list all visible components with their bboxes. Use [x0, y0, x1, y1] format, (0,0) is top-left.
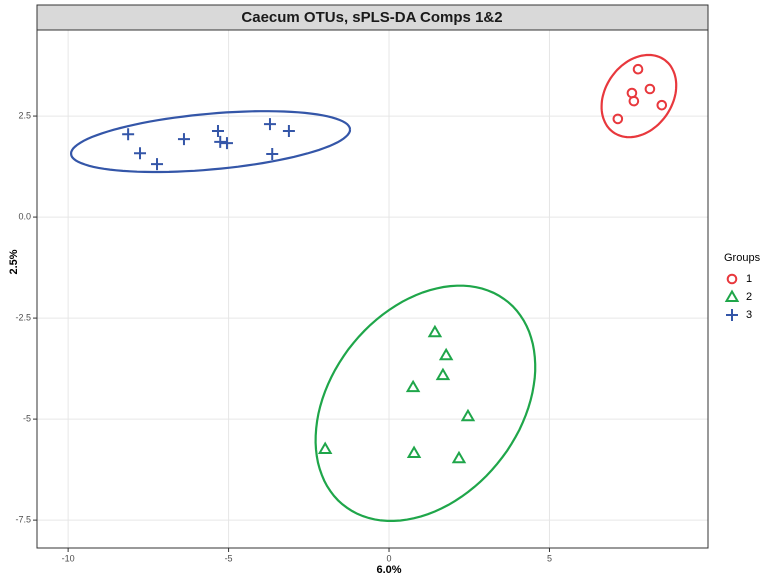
point — [612, 113, 624, 125]
title-strip — [36, 4, 709, 31]
point — [438, 347, 454, 361]
legend-title: Groups — [724, 252, 761, 264]
y-tick-label: 2.5 — [18, 110, 31, 120]
point — [628, 95, 640, 107]
legend-symbol — [726, 273, 738, 285]
y-tick-label: -7.5 — [15, 514, 31, 524]
y-axis-label: 2.5% — [8, 249, 20, 274]
point — [177, 133, 190, 146]
point — [134, 147, 147, 160]
point — [266, 148, 279, 161]
point — [460, 408, 476, 422]
y-tick-label: -2.5 — [15, 312, 31, 322]
point — [317, 441, 333, 455]
point — [151, 158, 164, 171]
point — [263, 118, 276, 131]
point — [220, 137, 233, 150]
panel-border — [36, 29, 709, 549]
point — [122, 128, 135, 141]
point — [435, 367, 451, 381]
legend-symbol — [726, 309, 738, 321]
legend-label: 1 — [746, 273, 752, 285]
legend-symbol — [724, 289, 740, 302]
chart-title: Caecum OTUs, sPLS-DA Comps 1&2 — [241, 9, 502, 26]
point — [451, 450, 467, 464]
confidence-ellipse — [69, 110, 352, 174]
x-axis-label: 6.0% — [376, 564, 401, 576]
point — [656, 99, 668, 111]
point — [644, 83, 656, 95]
y-tick-label: 0.0 — [18, 211, 31, 221]
x-tick-label: -5 — [225, 553, 233, 563]
x-tick-label: 0 — [387, 553, 392, 563]
confidence-ellipse — [314, 284, 537, 522]
point — [632, 63, 644, 75]
y-tick-label: -5 — [23, 413, 31, 423]
point — [406, 445, 422, 459]
legend-label: 2 — [746, 291, 752, 303]
legend-label: 3 — [746, 309, 752, 321]
point — [211, 125, 224, 138]
point — [282, 125, 295, 138]
x-tick-label: -10 — [62, 553, 75, 563]
point — [427, 324, 443, 338]
confidence-ellipse — [600, 53, 678, 139]
plot-panel — [37, 30, 708, 548]
point — [214, 135, 227, 148]
point — [405, 379, 421, 393]
x-tick-label: 5 — [547, 553, 552, 563]
